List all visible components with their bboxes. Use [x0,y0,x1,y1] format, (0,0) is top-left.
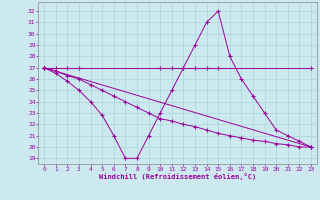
X-axis label: Windchill (Refroidissement éolien,°C): Windchill (Refroidissement éolien,°C) [99,173,256,180]
